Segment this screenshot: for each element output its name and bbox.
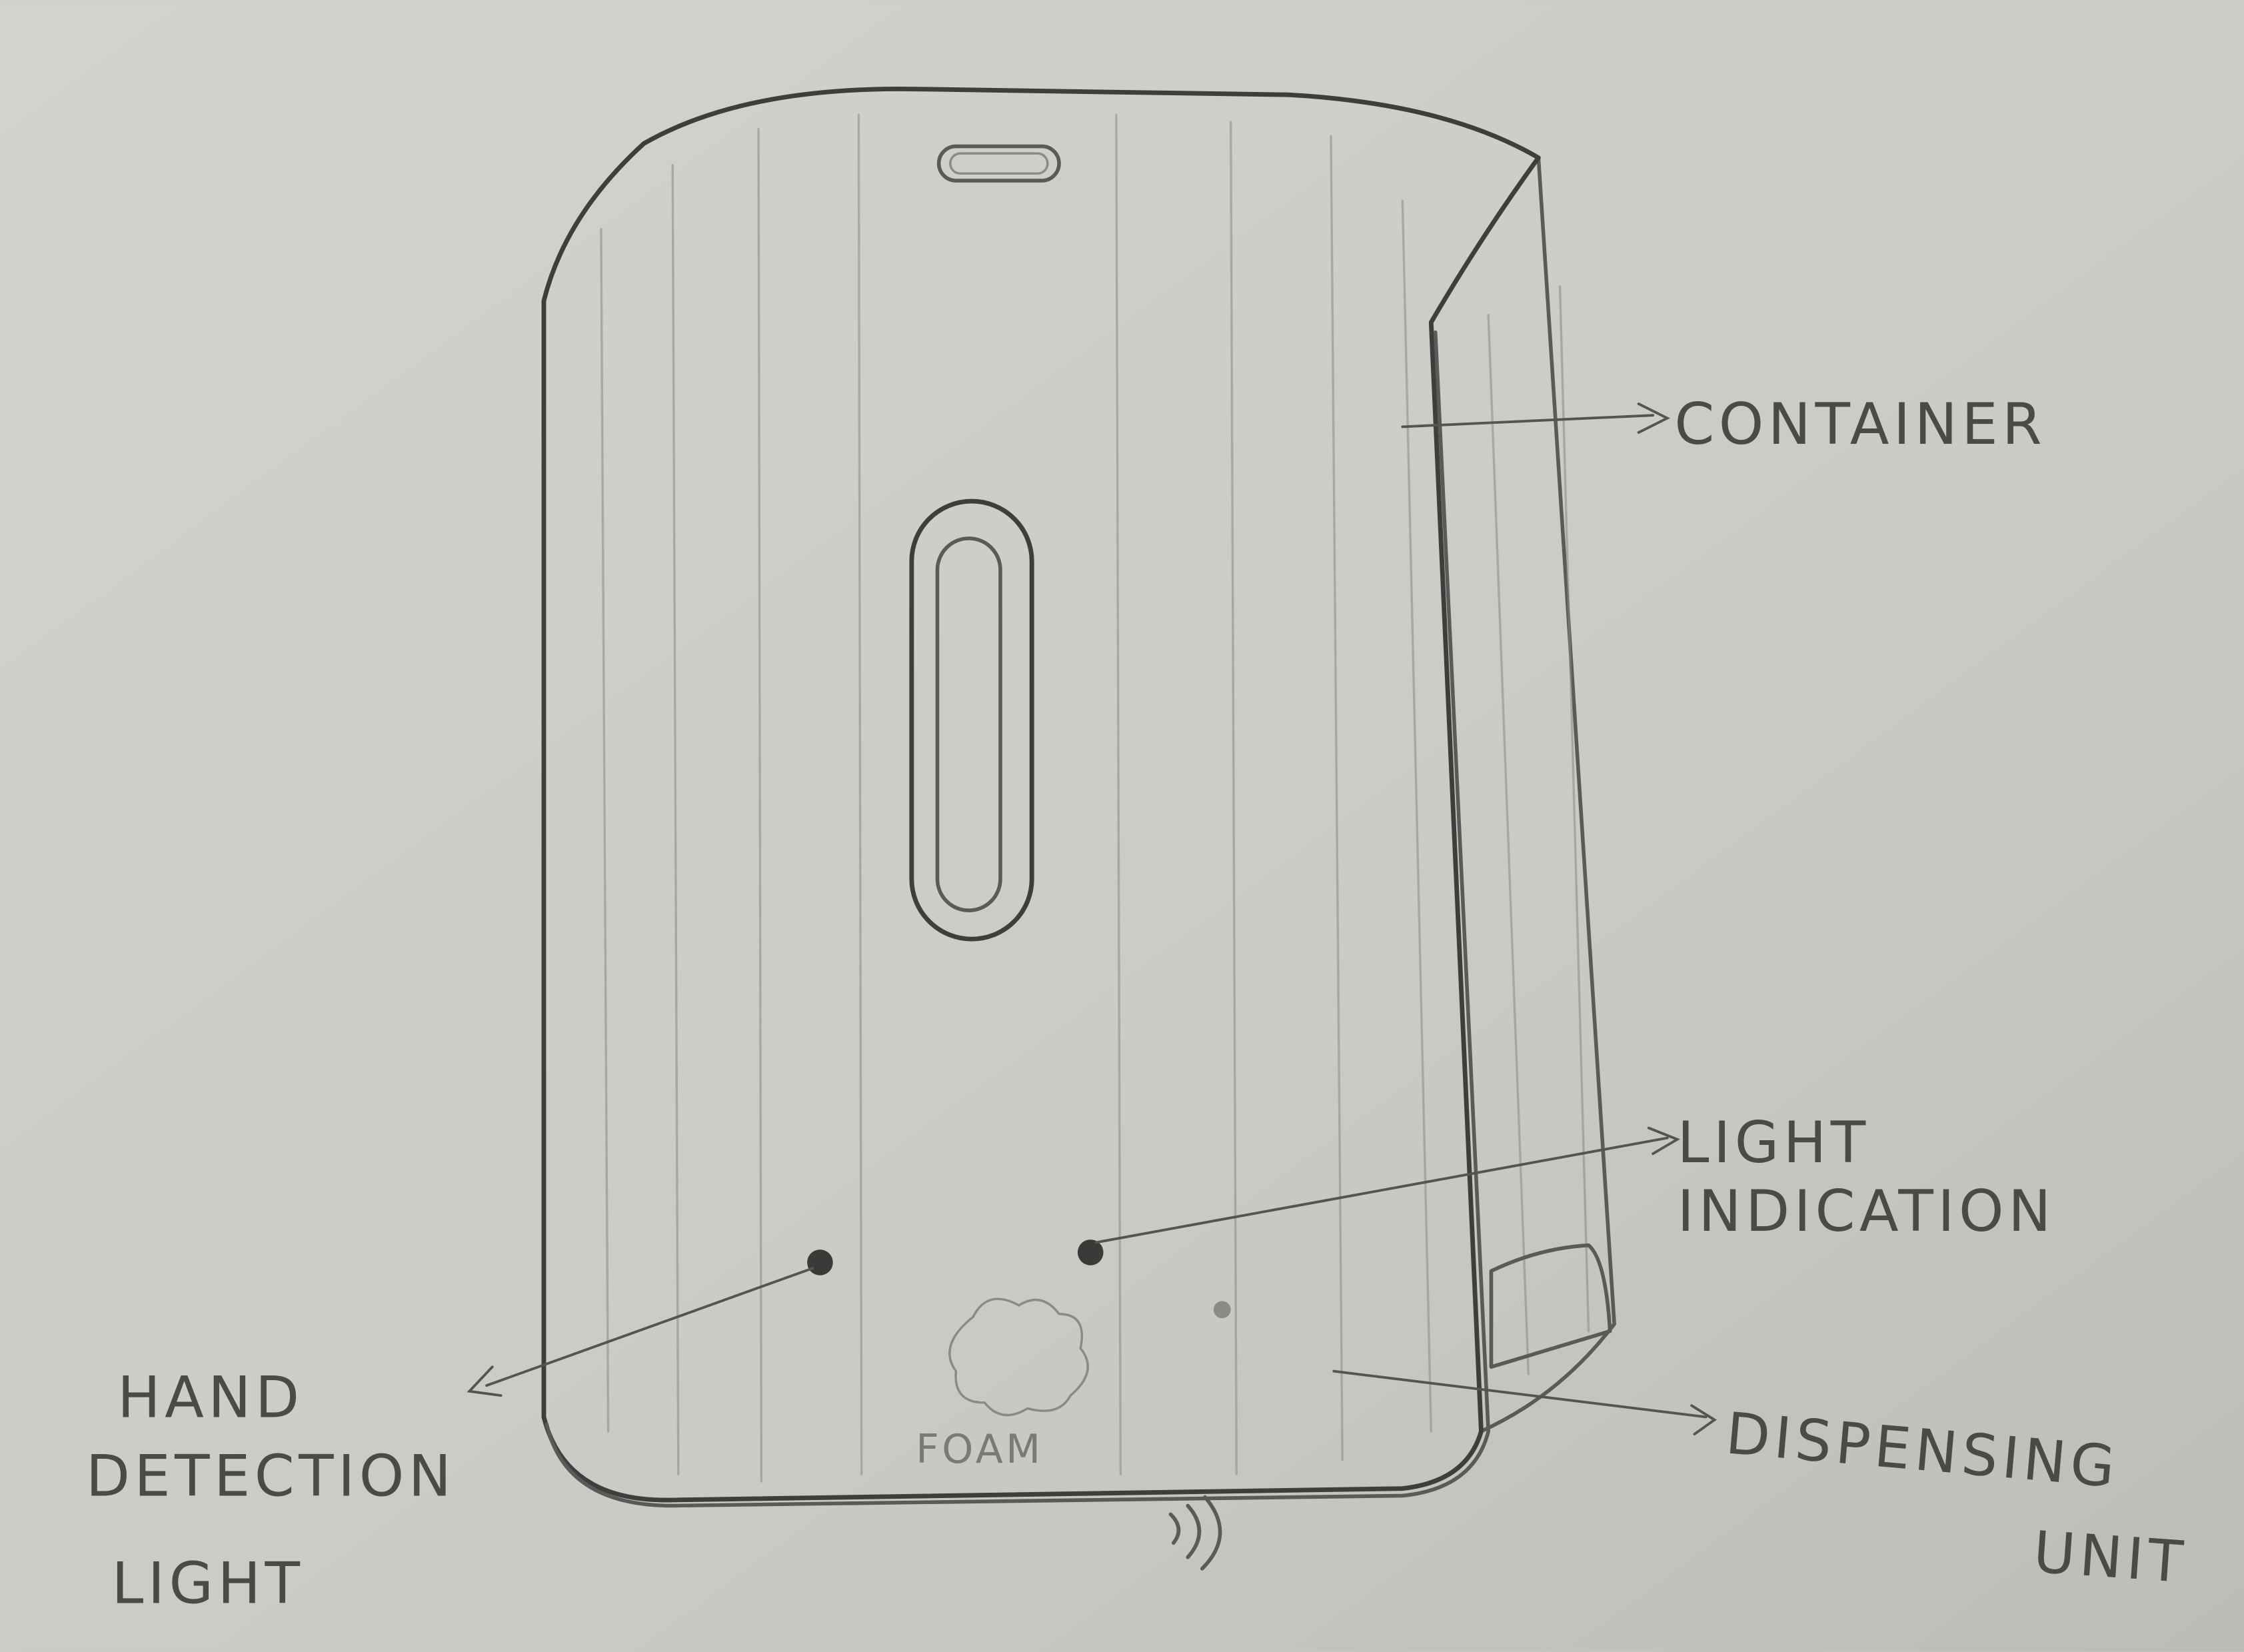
top-slot <box>936 144 1061 183</box>
label-hand-detection-line-2: DETECTION <box>86 1443 456 1509</box>
label-light-indication-line-2: INDICATION <box>1678 1178 2055 1245</box>
side-bump <box>1489 1243 1612 1369</box>
foam-cloud-icon <box>948 1297 1089 1417</box>
hand-detection-light-dot <box>807 1249 833 1275</box>
label-hand-detection-line-3: LIGHT <box>111 1550 304 1617</box>
label-container: CONTAINER <box>1674 391 2046 458</box>
shading-hatch <box>600 113 1590 1483</box>
level-window <box>909 498 1034 942</box>
sensor-waves-icon <box>1168 1495 1222 1571</box>
front-panel <box>541 86 1541 1503</box>
label-light-indication-line-1: LIGHT <box>1678 1110 1870 1176</box>
bottom-lip <box>545 1422 1491 1508</box>
leader-lines <box>467 403 1717 1436</box>
small-sensor-dot <box>1213 1301 1231 1319</box>
label-hand-detection-line-1: HAND <box>117 1364 303 1431</box>
label-dispensing-unit-line-2: UNIT <box>2031 1519 2189 1596</box>
light-indication-dot <box>1077 1239 1104 1265</box>
dispenser-body: FOAM <box>541 86 1616 1571</box>
foam-label: FOAM <box>916 1426 1043 1473</box>
